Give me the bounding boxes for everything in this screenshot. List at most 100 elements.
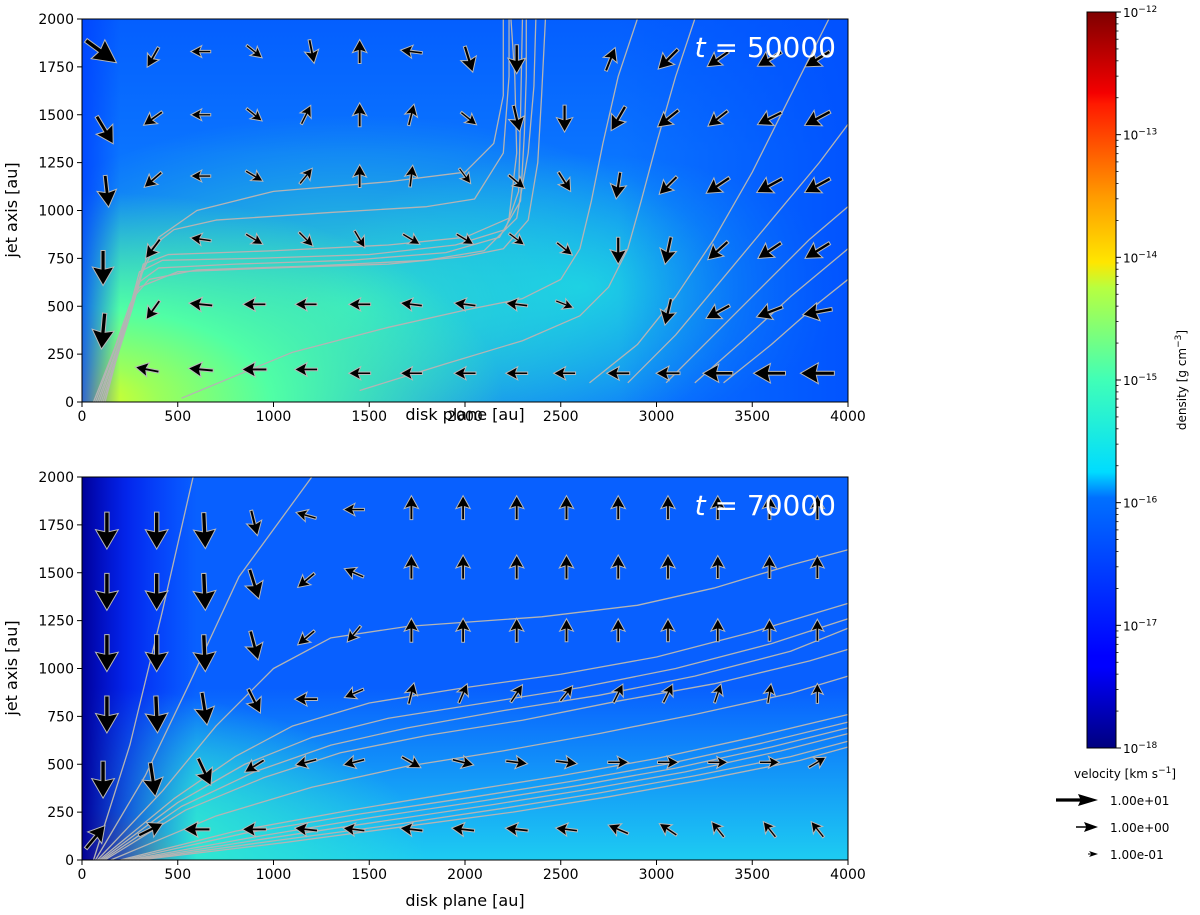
velocity-arrow: [94, 634, 120, 673]
velocity-arrow: [401, 232, 421, 245]
velocity-arrow: [654, 365, 681, 382]
velocity-arrow: [244, 232, 264, 245]
velocity-arrow: [656, 754, 680, 770]
velocity-arrow: [143, 170, 164, 189]
velocity-arrow: [506, 44, 527, 75]
velocity-arrows: [83, 494, 827, 851]
velocity-arrow: [610, 683, 624, 705]
streamline: [181, 18, 638, 399]
y-tick-label: 1500: [38, 566, 74, 582]
velocity-arrow: [755, 176, 784, 194]
velocity-arrow: [450, 821, 476, 838]
velocity-arrow: [807, 756, 827, 770]
x-tick-label: 500: [164, 867, 191, 883]
velocity-arrow: [351, 38, 368, 65]
y-tick-label: 0: [65, 853, 74, 869]
y-axis-label: jet axis [au]: [2, 162, 21, 258]
velocity-arrow: [146, 45, 161, 69]
colorbar-tick-label: 10−17: [1123, 618, 1157, 633]
velocity-arrow: [555, 240, 574, 256]
x-tick-label: 0: [78, 409, 87, 425]
velocity-arrow: [142, 110, 164, 126]
velocity-arrow: [403, 103, 419, 127]
velocity-arrow: [609, 553, 627, 580]
velocity-arrow: [660, 683, 674, 705]
velocity-arrow: [455, 682, 470, 705]
velocity-arrow: [504, 365, 529, 381]
velocity-arrow: [94, 572, 120, 612]
velocity-arrow: [756, 50, 784, 67]
velocity-arrow: [762, 820, 778, 839]
velocity-arrow: [343, 566, 365, 581]
streamlines: [92, 18, 849, 403]
velocity-arrow: [403, 494, 420, 521]
velocity-arrow: [709, 554, 726, 580]
y-tick-label: 0: [65, 395, 74, 411]
velocity-arrow: [810, 820, 826, 839]
velocity-arrow: [455, 232, 475, 245]
velocity-arrow: [558, 494, 575, 521]
x-tick-label: 3500: [734, 409, 770, 425]
velocity-arrow: [241, 821, 267, 838]
velocity-arrow: [293, 691, 319, 708]
velocity-arrow: [451, 754, 475, 770]
velocity-arrow: [756, 109, 783, 126]
velocity-arrow: [809, 554, 826, 580]
velocity-arrow: [707, 755, 729, 770]
velocity-arrow: [398, 821, 424, 838]
velocity-arrow: [351, 101, 368, 128]
y-tick-label: 1250: [38, 156, 74, 172]
y-tick-label: 1750: [38, 518, 74, 534]
velocity-arrow: [399, 44, 424, 60]
velocity-arrow: [508, 553, 525, 580]
velocity-arrow: [94, 695, 120, 734]
velocity-arrow: [758, 755, 781, 770]
velocity-arrow: [504, 821, 529, 838]
velocity-arrow: [241, 296, 267, 313]
velocity-legend-title: velocity [km s−1]: [1074, 766, 1176, 781]
velocity-arrow: [193, 691, 216, 727]
velocity-arrow: [189, 44, 212, 59]
x-tick-label: 2000: [447, 867, 483, 883]
velocity-arrow: [659, 494, 677, 521]
velocity-arrow: [144, 695, 169, 734]
y-axis: 0 250 500 750 1000 1250 1500 1750 2000: [38, 470, 82, 869]
y-tick-label: 500: [47, 299, 74, 315]
velocity-arrow: [554, 297, 575, 310]
velocity-arrow: [145, 299, 162, 321]
velocity-arrow: [660, 617, 676, 643]
velocity-arrow: [803, 109, 832, 127]
velocity-arrow: [761, 554, 778, 580]
colorbar-tick-label: 10−15: [1123, 373, 1157, 388]
velocity-arrow: [607, 754, 630, 770]
velocity-arrow: [756, 240, 783, 260]
velocity-arrow: [555, 104, 574, 134]
velocity-arrow: [296, 571, 317, 589]
velocity-arrow: [83, 824, 106, 851]
velocity-arrow: [709, 494, 727, 521]
velocity-arrow: [558, 684, 574, 703]
velocity-arrow: [145, 237, 162, 260]
colorbar-ticks: 10−12 10−13 10−14 10−15 10−16 10−17 10−18: [1116, 5, 1158, 756]
velocity-arrows: [83, 37, 835, 385]
velocity-arrow: [453, 296, 477, 313]
velocity-arrow: [454, 617, 472, 643]
velocity-arrow: [609, 171, 628, 200]
streamline: [92, 476, 194, 861]
colorbar-tick-label: 10−14: [1123, 250, 1158, 265]
y-tick-label: 1000: [38, 204, 74, 220]
velocity-arrow: [343, 685, 365, 700]
x-tick-label: 4000: [830, 867, 866, 883]
velocity-arrow: [352, 229, 366, 249]
velocity-arrow: [608, 236, 628, 266]
velocity-arrow: [706, 239, 730, 261]
velocity-arrow: [245, 509, 263, 537]
velocity-arrow: [509, 683, 524, 704]
velocity-arrow: [705, 175, 732, 194]
velocity-arrow: [605, 365, 631, 382]
panel-t70000: t = 70000 0 500 1000 1500 2000 2500 3000 3500 40…: [2, 470, 866, 910]
velocity-arrow: [659, 553, 677, 580]
x-axis-label: disk plane [au]: [405, 405, 524, 424]
x-tick-label: 1500: [351, 409, 387, 425]
